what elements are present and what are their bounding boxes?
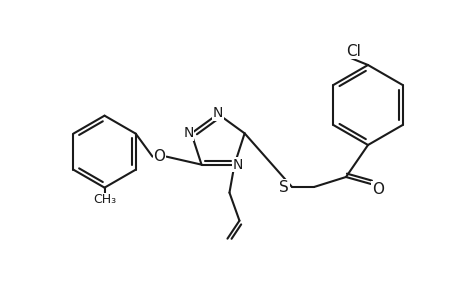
Text: CH₃: CH₃ (93, 193, 116, 206)
Text: N: N (183, 126, 193, 140)
Text: Cl: Cl (346, 44, 360, 59)
Text: O: O (153, 149, 165, 164)
Text: S: S (279, 179, 288, 194)
Text: N: N (232, 158, 242, 172)
Text: O: O (371, 182, 383, 196)
Text: N: N (213, 106, 223, 120)
